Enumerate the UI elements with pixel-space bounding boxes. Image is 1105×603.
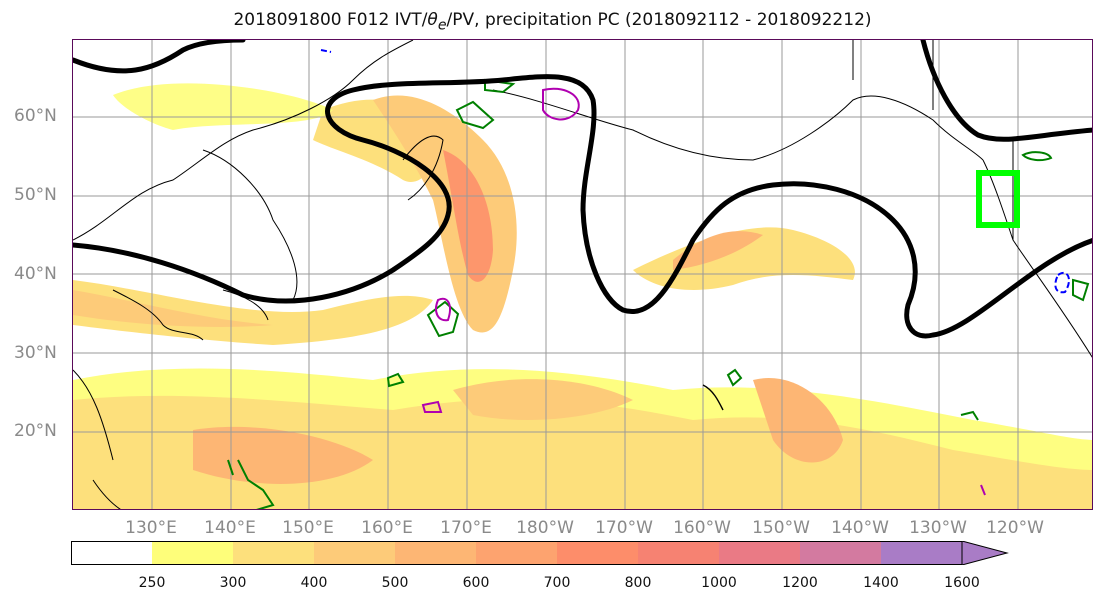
map-canvas: [73, 40, 1092, 509]
colorbar-tick-label: 800: [624, 575, 652, 591]
colorbar-tick-label: 700: [543, 575, 571, 591]
title-prefix: 2018091800 F012 IVT/: [233, 10, 428, 30]
lon-label: 120°W: [986, 518, 1044, 538]
lon-label: 160°E: [361, 518, 413, 538]
colorbar-outline: [71, 541, 963, 565]
colorbar-segment: [314, 541, 395, 565]
lat-label: 40°N: [14, 264, 57, 284]
colorbar-segment: [71, 541, 152, 565]
lon-label: 160°W: [673, 518, 731, 538]
colorbar-tick-label: 500: [381, 575, 409, 591]
title-subscript: e: [437, 17, 447, 34]
graticule: [73, 40, 1092, 509]
theta-contours: [421, 87, 986, 496]
lon-label: 140°E: [204, 518, 256, 538]
colorbar-segment: [557, 541, 638, 565]
colorbar-segment: [395, 541, 476, 565]
lon-label: 140°W: [831, 518, 889, 538]
lat-label: 20°N: [14, 421, 57, 441]
map-panel: [72, 39, 1093, 510]
title-suffix: /PV, precipitation PC (2018092112 - 2018…: [446, 10, 872, 30]
colorbar-tick-label: 1600: [944, 575, 980, 591]
colorbar-segment: [719, 541, 800, 565]
lon-label: 130°W: [909, 518, 967, 538]
ivt-contour: [73, 40, 1092, 339]
colorbar-tick-label: 1000: [701, 575, 737, 591]
lon-label: 170°W: [595, 518, 653, 538]
colorbar-segment: [476, 541, 557, 565]
colorbar-extend-arrow: [961, 541, 1009, 565]
precip-shading: [73, 83, 1092, 509]
map-title: 2018091800 F012 IVT/θe/PV, precipitation…: [0, 10, 1105, 33]
colorbar-tick-label: 300: [219, 575, 247, 591]
colorbar: [71, 541, 1009, 565]
neg-contours: [320, 49, 1070, 294]
lon-label: 150°E: [282, 518, 334, 538]
colorbar-segment: [233, 541, 314, 565]
lon-label: 170°E: [440, 518, 492, 538]
colorbar-segment: [152, 541, 233, 565]
lat-label: 60°N: [14, 106, 57, 126]
lon-label: 130°E: [125, 518, 177, 538]
colorbar-tick-label: 600: [462, 575, 490, 591]
colorbar-tick-label: 250: [138, 575, 166, 591]
colorbar-segment: [881, 541, 962, 565]
lat-label: 50°N: [14, 185, 57, 205]
lat-label: 30°N: [14, 343, 57, 363]
title-symbol: θ: [427, 10, 438, 30]
colorbar-segment: [638, 541, 719, 565]
colorbar-segment: [800, 541, 881, 565]
colorbar-tick-label: 1400: [863, 575, 899, 591]
lon-label: 180°W: [516, 518, 574, 538]
pv-contours: [227, 78, 1090, 509]
lon-label: 150°W: [752, 518, 810, 538]
colorbar-tick-label: 400: [300, 575, 328, 591]
colorbar-tick-label: 1200: [782, 575, 818, 591]
highlight-box: [976, 170, 1020, 228]
